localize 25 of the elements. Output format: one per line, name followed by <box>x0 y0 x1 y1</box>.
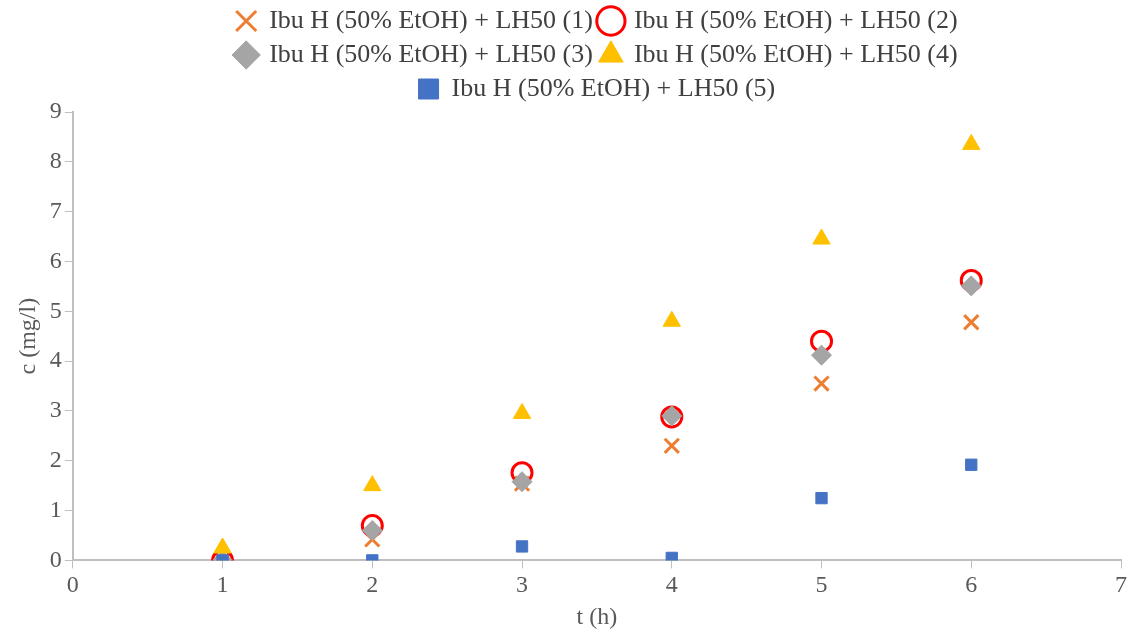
legend-label: Ibu H (50% EtOH) + LH50 (2) <box>633 4 958 34</box>
x-axis-title: t (h) <box>576 602 618 629</box>
legend-label: Ibu H (50% EtOH) + LH50 (5) <box>451 72 776 102</box>
y-tick-label: 3 <box>49 396 62 423</box>
x-tick-label: 6 <box>965 571 978 598</box>
x-tick-label: 7 <box>1115 571 1127 598</box>
y-tick-label: 1 <box>49 495 62 522</box>
y-tick-label: 0 <box>49 545 62 572</box>
y-tick-label: 9 <box>49 97 62 124</box>
y-tick-label: 8 <box>49 147 62 174</box>
x-tick-label: 1 <box>216 571 229 598</box>
y-tick-label: 7 <box>49 196 62 223</box>
legend-label: Ibu H (50% EtOH) + LH50 (3) <box>269 38 593 68</box>
y-tick-label: 4 <box>49 346 62 373</box>
legend-label: Ibu H (50% EtOH) + LH50 (1) <box>269 4 593 34</box>
y-tick-label: 2 <box>49 446 62 473</box>
legend-label: Ibu H (50% EtOH) + LH50 (4) <box>633 38 958 68</box>
x-tick-label: 3 <box>516 571 529 598</box>
x-tick-label: 5 <box>815 571 828 598</box>
x-tick-label: 4 <box>665 571 678 598</box>
x-tick-label: 2 <box>366 571 379 598</box>
y-tick-label: 5 <box>49 296 62 323</box>
y-tick-label: 6 <box>49 246 62 273</box>
x-tick-label: 0 <box>66 571 79 598</box>
y-axis-title: c (mg/l) <box>13 297 40 375</box>
